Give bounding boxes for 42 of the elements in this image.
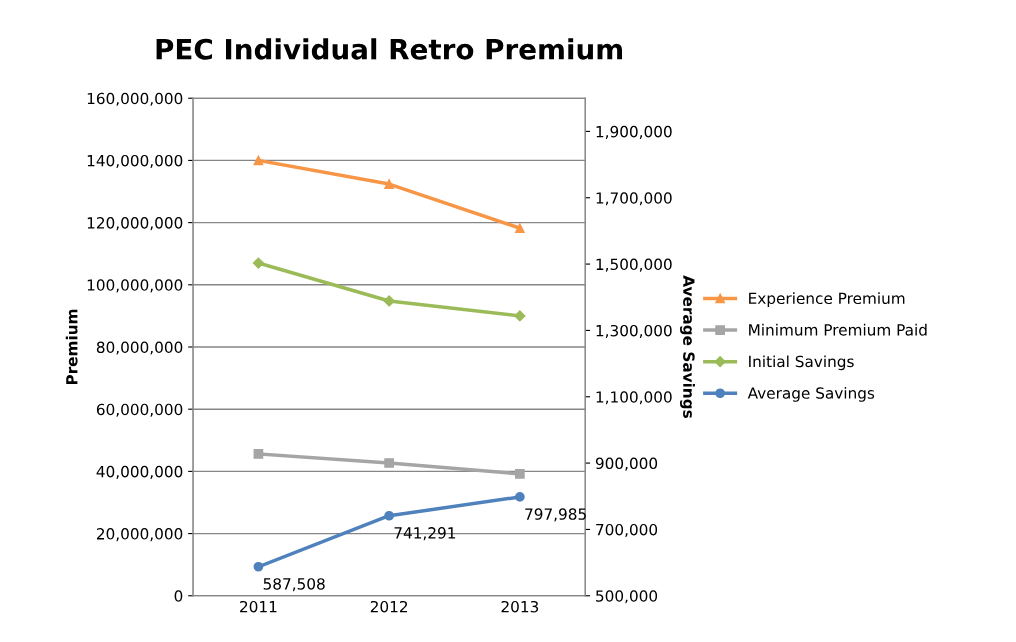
legend-label: Average Savings (747, 387, 875, 402)
x-tick-label: 2012 (370, 600, 408, 613)
y-tick-label: 140,000,000 (87, 154, 183, 168)
y2-tick-label: 1,700,000 (596, 192, 672, 206)
point (514, 310, 526, 322)
y2-axis-title: Average Savings (680, 275, 695, 419)
data-label: 797,985 (525, 508, 586, 522)
y-tick-label: 120,000,000 (87, 217, 183, 231)
point (384, 179, 394, 189)
point (253, 449, 264, 459)
point (514, 492, 525, 502)
y-tick-label: 40,000,000 (96, 465, 183, 479)
data-label: 587,508 (263, 578, 325, 592)
legend-label: Experience Premium (749, 292, 905, 308)
y-tick-label: 80,000,000 (96, 341, 183, 355)
y2-tick-label: 700,000 (596, 523, 658, 538)
y-tick-label: 0 (174, 590, 183, 602)
y2-tick-label: 900,000 (595, 457, 658, 471)
y-tick-label: 20,000,000 (96, 528, 183, 542)
y2-tick-label: 1,300,000 (596, 324, 672, 338)
point (253, 561, 264, 572)
y2-tick-label: 1,900,000 (596, 125, 672, 139)
y-tick-label: 160,000,000 (87, 92, 183, 106)
y-tick-label: 100,000,000 (87, 279, 183, 293)
x-tick-label: 2013 (501, 600, 539, 613)
y-axis-title: Premium (65, 309, 78, 385)
y2-tick-label: 1,100,000 (596, 391, 672, 405)
point (514, 469, 525, 479)
legend-label: Minimum Premium Paid (749, 323, 927, 336)
point (384, 510, 394, 521)
y2-tick-label: 1,500,000 (596, 258, 672, 272)
point (383, 295, 395, 307)
legend-label: Initial Savings (749, 355, 854, 371)
point (252, 257, 265, 269)
point (514, 223, 525, 234)
data-label: 741,291 (394, 527, 456, 541)
chart-title: PEC Individual Retro Premium (156, 38, 623, 60)
point (384, 458, 394, 468)
x-tick-label: 2011 (240, 600, 277, 613)
y-tick-label: 60,000,000 (96, 403, 183, 417)
y2-tick-label: 500,000 (596, 590, 658, 604)
point (253, 155, 264, 166)
